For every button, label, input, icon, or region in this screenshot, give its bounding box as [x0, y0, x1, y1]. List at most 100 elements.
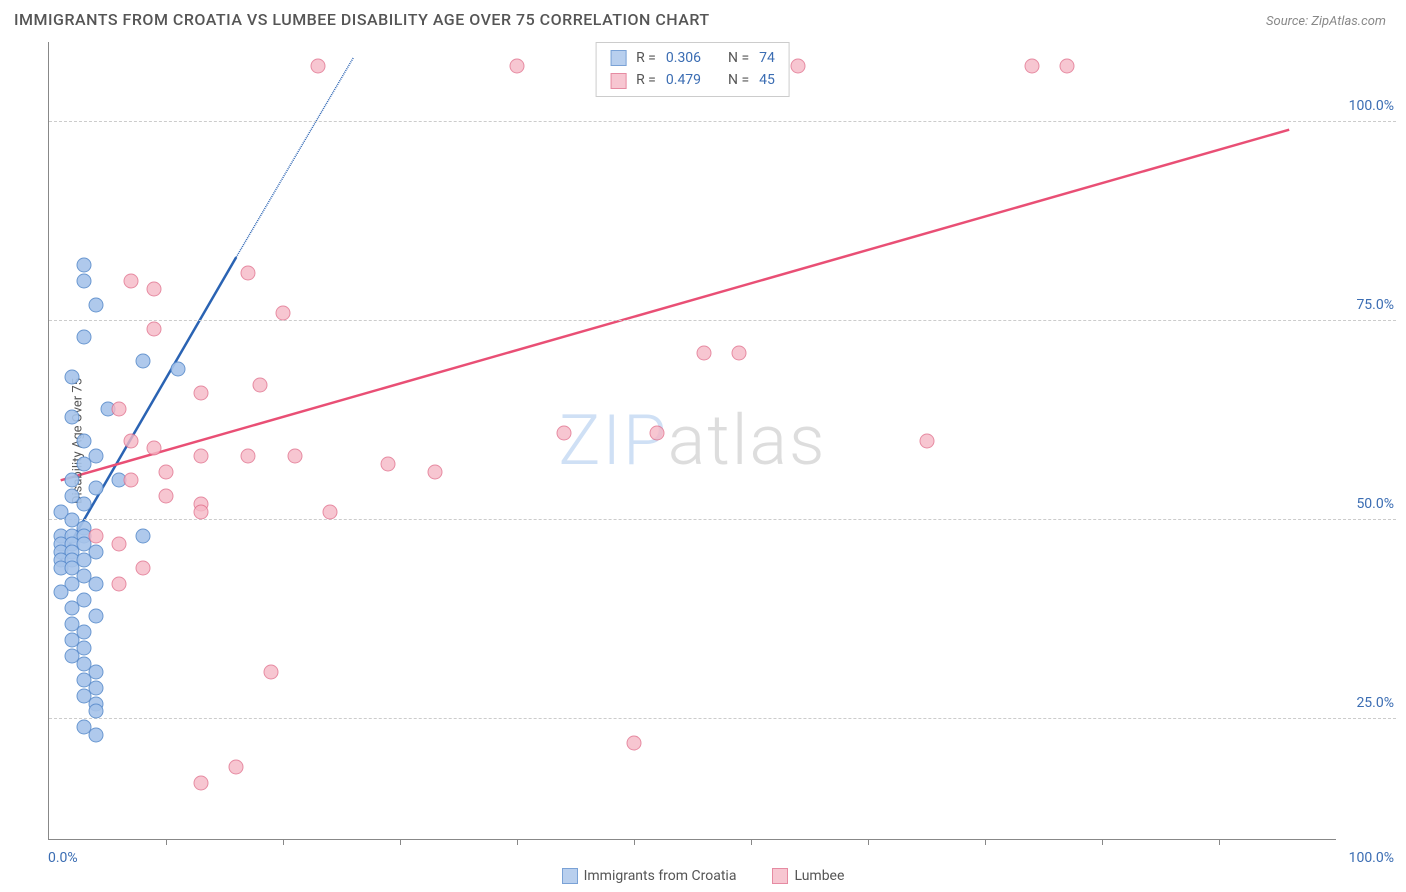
- legend-row: R = 0.479 N = 45: [610, 69, 775, 91]
- data-point: [112, 401, 127, 416]
- legend-swatch: [562, 868, 578, 884]
- data-point: [650, 425, 665, 440]
- legend-item: Lumbee: [772, 868, 844, 884]
- x-tick: [1102, 839, 1103, 845]
- chart-title: IMMIGRANTS FROM CROATIA VS LUMBEE DISABI…: [14, 10, 710, 29]
- x-tick: [985, 839, 986, 845]
- data-point: [77, 258, 92, 273]
- data-point: [53, 584, 68, 599]
- data-point: [135, 561, 150, 576]
- x-tick: [166, 839, 167, 845]
- R-value: 0.479: [666, 69, 701, 91]
- legend-label: Lumbee: [794, 868, 844, 884]
- data-point: [919, 433, 934, 448]
- data-point: [77, 329, 92, 344]
- legend-item: Immigrants from Croatia: [562, 868, 737, 884]
- data-point: [627, 736, 642, 751]
- data-point: [240, 266, 255, 281]
- data-point: [123, 274, 138, 289]
- data-point: [287, 449, 302, 464]
- R-label: R =: [636, 69, 656, 91]
- y-tick-label: 50.0%: [1356, 496, 1394, 512]
- watermark-zip: ZIP: [558, 400, 667, 482]
- data-point: [510, 58, 525, 73]
- watermark: ZIPatlas: [558, 400, 826, 482]
- legend-swatch: [772, 868, 788, 884]
- data-point: [123, 473, 138, 488]
- N-label: N =: [728, 69, 749, 91]
- data-point: [229, 760, 244, 775]
- data-point: [264, 664, 279, 679]
- data-point: [77, 497, 92, 512]
- legend-swatch: [610, 73, 626, 89]
- x-tick: [634, 839, 635, 845]
- data-point: [311, 58, 326, 73]
- legend-row: R = 0.306 N = 74: [610, 47, 775, 69]
- plot-region: ZIPatlas R = 0.306 N = 74R = 0.479 N = 4…: [48, 42, 1336, 840]
- chart-area: ZIPatlas R = 0.306 N = 74R = 0.479 N = 4…: [48, 42, 1336, 840]
- correlation-legend: R = 0.306 N = 74R = 0.479 N = 45: [595, 42, 790, 97]
- data-point: [88, 481, 103, 496]
- data-point: [252, 377, 267, 392]
- data-point: [194, 385, 209, 400]
- data-point: [77, 457, 92, 472]
- data-point: [732, 345, 747, 360]
- data-point: [428, 465, 443, 480]
- gridline: [49, 121, 1396, 122]
- data-point: [123, 433, 138, 448]
- data-point: [135, 529, 150, 544]
- x-axis-max-label: 100.0%: [1349, 850, 1394, 866]
- legend-swatch: [610, 50, 626, 66]
- series-legend: Immigrants from Croatia Lumbee: [0, 868, 1406, 884]
- data-point: [276, 305, 291, 320]
- data-point: [194, 776, 209, 791]
- data-point: [1059, 58, 1074, 73]
- legend-label: Immigrants from Croatia: [584, 868, 737, 884]
- data-point: [147, 321, 162, 336]
- R-value: 0.306: [666, 47, 701, 69]
- data-point: [77, 433, 92, 448]
- data-point: [88, 608, 103, 623]
- R-label: R =: [636, 47, 656, 69]
- data-point: [88, 576, 103, 591]
- y-tick-label: 25.0%: [1356, 695, 1394, 711]
- x-tick: [751, 839, 752, 845]
- data-point: [147, 282, 162, 297]
- x-tick: [517, 839, 518, 845]
- data-point: [381, 457, 396, 472]
- data-point: [65, 369, 80, 384]
- data-point: [77, 274, 92, 289]
- x-tick: [1219, 839, 1220, 845]
- source-credit: Source: ZipAtlas.com: [1266, 14, 1386, 29]
- data-point: [65, 600, 80, 615]
- N-label: N =: [728, 47, 749, 69]
- data-point: [194, 449, 209, 464]
- watermark-atlas: atlas: [668, 400, 827, 482]
- data-point: [88, 728, 103, 743]
- data-point: [88, 704, 103, 719]
- y-tick-label: 100.0%: [1349, 98, 1394, 114]
- data-point: [194, 505, 209, 520]
- y-tick-label: 75.0%: [1356, 297, 1394, 313]
- data-point: [88, 529, 103, 544]
- data-point: [135, 353, 150, 368]
- data-point: [790, 58, 805, 73]
- N-value: 45: [759, 69, 775, 91]
- x-axis-min-label: 0.0%: [48, 850, 78, 866]
- data-point: [65, 473, 80, 488]
- gridline: [49, 718, 1396, 719]
- gridline: [49, 519, 1396, 520]
- data-point: [65, 409, 80, 424]
- data-point: [322, 505, 337, 520]
- data-point: [112, 576, 127, 591]
- data-point: [159, 465, 174, 480]
- x-tick: [868, 839, 869, 845]
- data-point: [159, 489, 174, 504]
- data-point: [170, 361, 185, 376]
- x-tick: [283, 839, 284, 845]
- gridline: [49, 320, 1396, 321]
- data-point: [88, 298, 103, 313]
- data-point: [112, 537, 127, 552]
- data-point: [697, 345, 712, 360]
- data-point: [147, 441, 162, 456]
